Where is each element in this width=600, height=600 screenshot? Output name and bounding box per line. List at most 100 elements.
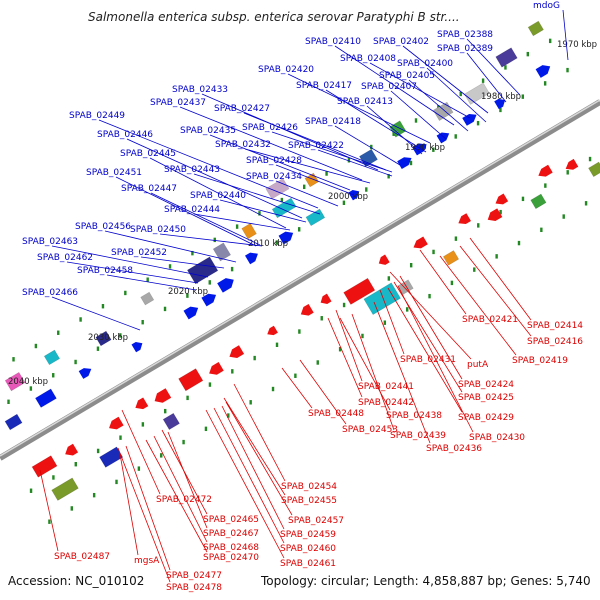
plus-strand-genes (4, 20, 551, 431)
plus-gene (78, 368, 92, 379)
label-leader (149, 157, 287, 229)
label-leader (213, 407, 285, 544)
tick-dot (566, 170, 569, 175)
label-leader (287, 73, 431, 144)
minus-gene-label: SPAB_02472 (156, 495, 212, 505)
plus-gene (4, 371, 26, 392)
plus-gene-label: SPAB_02434 (246, 172, 302, 182)
minus-gene-label: SPAB_02424 (458, 380, 514, 390)
tick-dot (495, 254, 498, 259)
minus-gene-label: SPAB_02425 (458, 393, 514, 403)
tick-dot (74, 462, 77, 467)
plus-gene-label: SPAB_02458 (77, 266, 133, 276)
minus-gene-label: SPAB_02448 (308, 409, 364, 419)
tick-dot (320, 316, 323, 321)
tick-dot (517, 240, 521, 246)
label-leader (373, 301, 431, 444)
label-leader (402, 45, 489, 114)
tick-dot (160, 453, 163, 458)
label-leader (51, 296, 141, 331)
label-leader (66, 261, 199, 284)
tick-dot (414, 118, 418, 123)
minus-gene (267, 325, 278, 336)
tick-dot (208, 280, 211, 285)
plus-gene-label: SPAB_02418 (305, 117, 361, 127)
minus-gene (31, 455, 58, 478)
label-leader (125, 445, 171, 571)
plus-gene-label: SPAB_02420 (258, 65, 314, 75)
label-leader (233, 383, 286, 482)
tick-dot (294, 373, 297, 378)
label-leader (389, 271, 472, 360)
label-leader (334, 45, 455, 126)
plus-gene-label: mdoG (533, 1, 560, 11)
tick-dot (163, 306, 167, 312)
plus-gene-label: SPAB_02405 (379, 71, 435, 81)
label-leader (243, 112, 387, 171)
label-leader (379, 289, 405, 355)
label-leader (351, 313, 395, 431)
label-leader (225, 401, 293, 516)
label-leader (244, 148, 371, 184)
minus-gene-label: SPAB_02467 (203, 529, 259, 539)
label-leader (325, 89, 427, 153)
plus-gene (201, 293, 217, 307)
plus-gene (527, 20, 544, 37)
plus-gene-label: SPAB_02410 (305, 37, 361, 47)
minus-gene (65, 443, 79, 456)
label-leader (369, 62, 471, 119)
minus-gene (178, 368, 204, 392)
tick-dot (342, 302, 346, 308)
tick-dot (540, 227, 543, 233)
plus-gene-label: SPAB_02440 (190, 191, 246, 201)
label-leader (334, 125, 401, 166)
minus-gene (495, 193, 509, 205)
minus-gene (530, 193, 547, 210)
tick-dot (92, 492, 96, 498)
minus-gene (320, 293, 332, 304)
tick-dot (141, 319, 144, 325)
label-leader (439, 255, 517, 356)
plus-gene-label: SPAB_02417 (296, 81, 352, 91)
plus-gene-label: SPAB_02433 (172, 85, 228, 95)
label-leader (121, 409, 161, 495)
tick-dot (258, 211, 261, 216)
tick-dot (347, 158, 351, 163)
label-leader (179, 106, 363, 181)
tick-dot (230, 266, 234, 272)
label-leader (209, 134, 351, 191)
minus-gene (99, 446, 124, 468)
tick-dot (191, 250, 194, 256)
label-leader (426, 67, 487, 123)
tick-dot (96, 448, 100, 454)
plus-gene (271, 197, 297, 219)
minus-gene-label: SPAB_02421 (462, 315, 518, 325)
plus-gene-label: SPAB_02407 (361, 82, 417, 92)
label-leader (193, 173, 321, 215)
tick-dot (48, 519, 51, 524)
tick-dot (432, 249, 435, 255)
minus-gene-label: SPAB_02438 (386, 411, 442, 421)
plus-gene-label: SPAB_02447 (121, 184, 177, 194)
tick-dot (481, 78, 485, 83)
minus-gene-label: SPAB_02459 (280, 530, 336, 540)
plus-gene-label: SPAB_02456 (75, 222, 131, 232)
tick-dot (52, 373, 55, 378)
label-leader (104, 230, 237, 263)
kbp-tick-label: 2040 kbp (8, 377, 48, 387)
tick-dot (543, 81, 547, 86)
label-leader (205, 409, 285, 559)
minus-gene (588, 161, 600, 178)
tick-dot (316, 360, 319, 365)
plus-gene (305, 208, 326, 227)
label-leader (219, 199, 307, 223)
tick-dot (454, 134, 457, 139)
minus-gene-label: SPAB_02465 (203, 515, 259, 525)
tick-dot (227, 413, 230, 418)
tick-dot (409, 262, 413, 268)
label-leader (223, 397, 286, 496)
plus-gene-label: SPAB_02402 (373, 37, 429, 47)
plus-gene (278, 231, 294, 245)
